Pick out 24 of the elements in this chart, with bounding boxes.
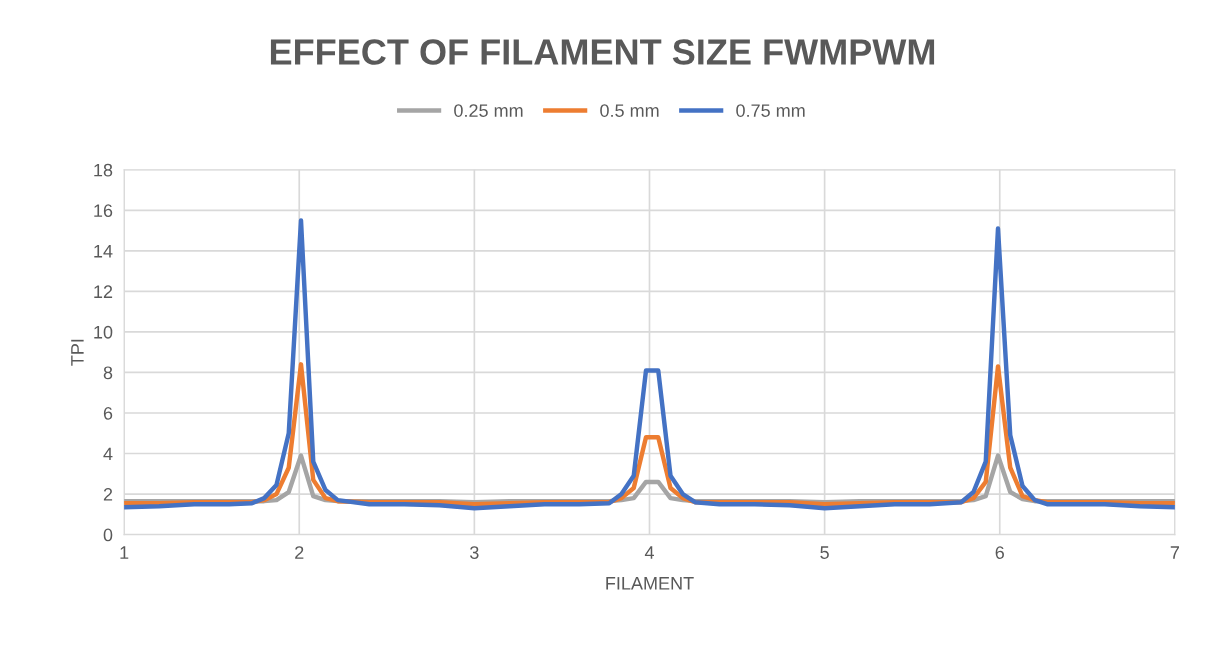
y-tick-label: 4 [103,447,113,461]
x-tick-label: 1 [120,546,129,559]
y-tick-label: 12 [94,285,113,298]
legend-label: 0.5 mm [600,104,659,117]
y-axis-title: TPI [71,339,84,366]
y-tick-label: 10 [94,325,113,339]
legend-label: 0.75 mm [736,104,805,117]
y-tick-label: 18 [94,163,113,177]
x-tick-label: 6 [995,546,1004,559]
x-tick-label: 7 [1170,546,1179,559]
x-tick-label: 5 [820,546,829,559]
y-tick-label: 0 [103,528,113,542]
y-tick-label: 6 [103,406,113,420]
x-tick-label: 2 [295,546,304,559]
x-tick-label: 4 [644,546,654,559]
x-axis-title: FILAMENT [606,577,694,590]
y-tick-label: 16 [94,204,113,218]
y-tick-label: 8 [103,366,113,380]
y-tick-label: 2 [103,488,113,501]
chart-title: EFFECT OF FILAMENT SIZE FWMPWM [270,39,935,65]
line-series [124,218,1175,511]
x-tick-label: 3 [470,546,479,559]
legend-label: 0.25 mm [454,104,523,117]
y-tick-label: 14 [94,244,113,258]
